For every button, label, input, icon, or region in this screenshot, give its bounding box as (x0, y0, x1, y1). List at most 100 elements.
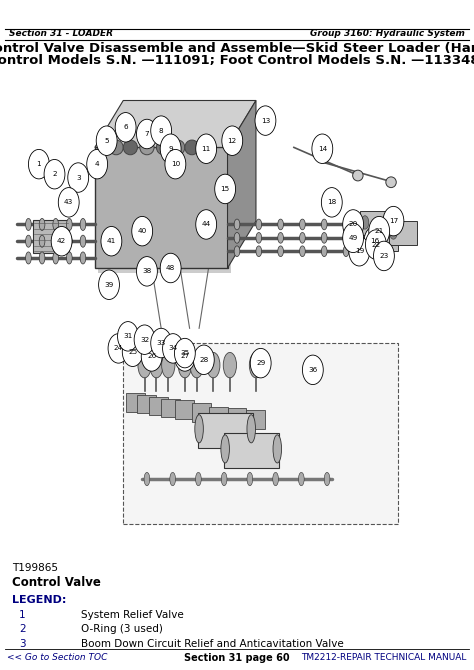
Circle shape (160, 134, 181, 163)
Polygon shape (228, 100, 256, 268)
Circle shape (58, 188, 79, 217)
Circle shape (255, 106, 276, 135)
Ellipse shape (170, 472, 175, 486)
Circle shape (28, 149, 49, 179)
Circle shape (160, 253, 181, 283)
Ellipse shape (256, 246, 262, 257)
Circle shape (163, 334, 183, 363)
Ellipse shape (343, 232, 349, 243)
Text: 25: 25 (128, 349, 137, 354)
Polygon shape (95, 100, 256, 147)
Circle shape (137, 257, 157, 286)
FancyBboxPatch shape (98, 153, 231, 273)
FancyBboxPatch shape (95, 147, 228, 268)
Ellipse shape (138, 352, 151, 378)
Text: 23: 23 (379, 253, 389, 259)
Text: 38: 38 (142, 269, 152, 274)
Circle shape (115, 113, 136, 142)
Circle shape (151, 328, 172, 358)
FancyBboxPatch shape (360, 211, 389, 234)
Text: 7: 7 (145, 131, 149, 137)
Ellipse shape (273, 472, 278, 486)
Text: 48: 48 (166, 265, 175, 271)
Ellipse shape (196, 472, 201, 486)
Text: 28: 28 (199, 357, 209, 362)
Circle shape (141, 342, 162, 371)
Circle shape (369, 216, 390, 246)
Text: TM2212-REPAIR TECHNICAL MANUAL: TM2212-REPAIR TECHNICAL MANUAL (301, 653, 467, 663)
Text: Section 31 page 60: Section 31 page 60 (184, 653, 290, 663)
Text: 10: 10 (171, 161, 180, 167)
Circle shape (193, 345, 214, 375)
Text: 19: 19 (355, 249, 364, 254)
Circle shape (222, 126, 243, 155)
Text: 36: 36 (308, 367, 318, 373)
FancyBboxPatch shape (192, 403, 211, 422)
Ellipse shape (144, 472, 150, 486)
Ellipse shape (273, 435, 282, 463)
FancyBboxPatch shape (224, 433, 279, 468)
Text: Boom Down Circuit Relief and Anticavitation Valve: Boom Down Circuit Relief and Anticavitat… (81, 639, 343, 649)
Circle shape (196, 210, 217, 239)
Text: 1: 1 (19, 610, 26, 620)
Text: 42: 42 (57, 239, 66, 244)
Circle shape (151, 116, 172, 145)
Circle shape (96, 126, 117, 155)
Text: 1: 1 (36, 161, 41, 167)
Ellipse shape (371, 232, 378, 246)
Circle shape (174, 342, 195, 371)
Circle shape (365, 230, 386, 259)
Text: 20: 20 (348, 222, 358, 227)
Ellipse shape (299, 472, 304, 486)
Ellipse shape (66, 252, 72, 264)
Ellipse shape (278, 232, 283, 243)
Ellipse shape (321, 232, 327, 243)
Ellipse shape (185, 140, 199, 155)
Ellipse shape (221, 472, 227, 486)
Ellipse shape (26, 218, 31, 230)
Text: Group 3160: Hydraulic System: Group 3160: Hydraulic System (310, 29, 465, 38)
Text: T199865: T199865 (12, 563, 58, 573)
Ellipse shape (247, 415, 255, 443)
Text: System Relief Valve: System Relief Valve (81, 610, 183, 620)
Text: 4: 4 (95, 161, 100, 167)
Ellipse shape (324, 472, 330, 486)
Text: 3: 3 (76, 175, 81, 180)
Text: 39: 39 (104, 282, 114, 287)
Text: 24: 24 (114, 346, 123, 351)
Ellipse shape (256, 232, 262, 243)
Ellipse shape (321, 246, 327, 257)
Ellipse shape (300, 232, 305, 243)
Text: 29: 29 (256, 360, 265, 366)
Ellipse shape (361, 216, 369, 229)
Circle shape (215, 174, 236, 204)
Circle shape (312, 134, 333, 163)
Ellipse shape (53, 252, 59, 264)
Circle shape (108, 334, 129, 363)
Circle shape (349, 237, 370, 266)
Text: 9: 9 (168, 146, 173, 151)
Circle shape (302, 355, 323, 385)
FancyBboxPatch shape (137, 395, 156, 413)
Text: LEGEND:: LEGEND: (12, 595, 66, 605)
Ellipse shape (80, 252, 86, 264)
Text: 16: 16 (370, 239, 379, 244)
Text: 5: 5 (104, 138, 109, 143)
Circle shape (132, 216, 153, 246)
Ellipse shape (156, 140, 171, 155)
Circle shape (137, 119, 157, 149)
Ellipse shape (223, 352, 237, 378)
Text: 2: 2 (19, 624, 26, 634)
FancyBboxPatch shape (370, 228, 398, 251)
Text: Control Valve: Control Valve (12, 576, 100, 589)
Text: 31: 31 (123, 334, 133, 339)
Text: Section 31 - LOADER: Section 31 - LOADER (9, 29, 113, 38)
Circle shape (44, 159, 65, 189)
Ellipse shape (353, 170, 363, 181)
Ellipse shape (207, 352, 220, 378)
Text: Control Valve Disassemble and Assemble—Skid Steer Loader (Hand: Control Valve Disassemble and Assemble—S… (0, 42, 474, 56)
Ellipse shape (343, 246, 349, 257)
Text: 40: 40 (137, 228, 147, 234)
Circle shape (343, 223, 364, 253)
Text: 13: 13 (261, 118, 270, 123)
